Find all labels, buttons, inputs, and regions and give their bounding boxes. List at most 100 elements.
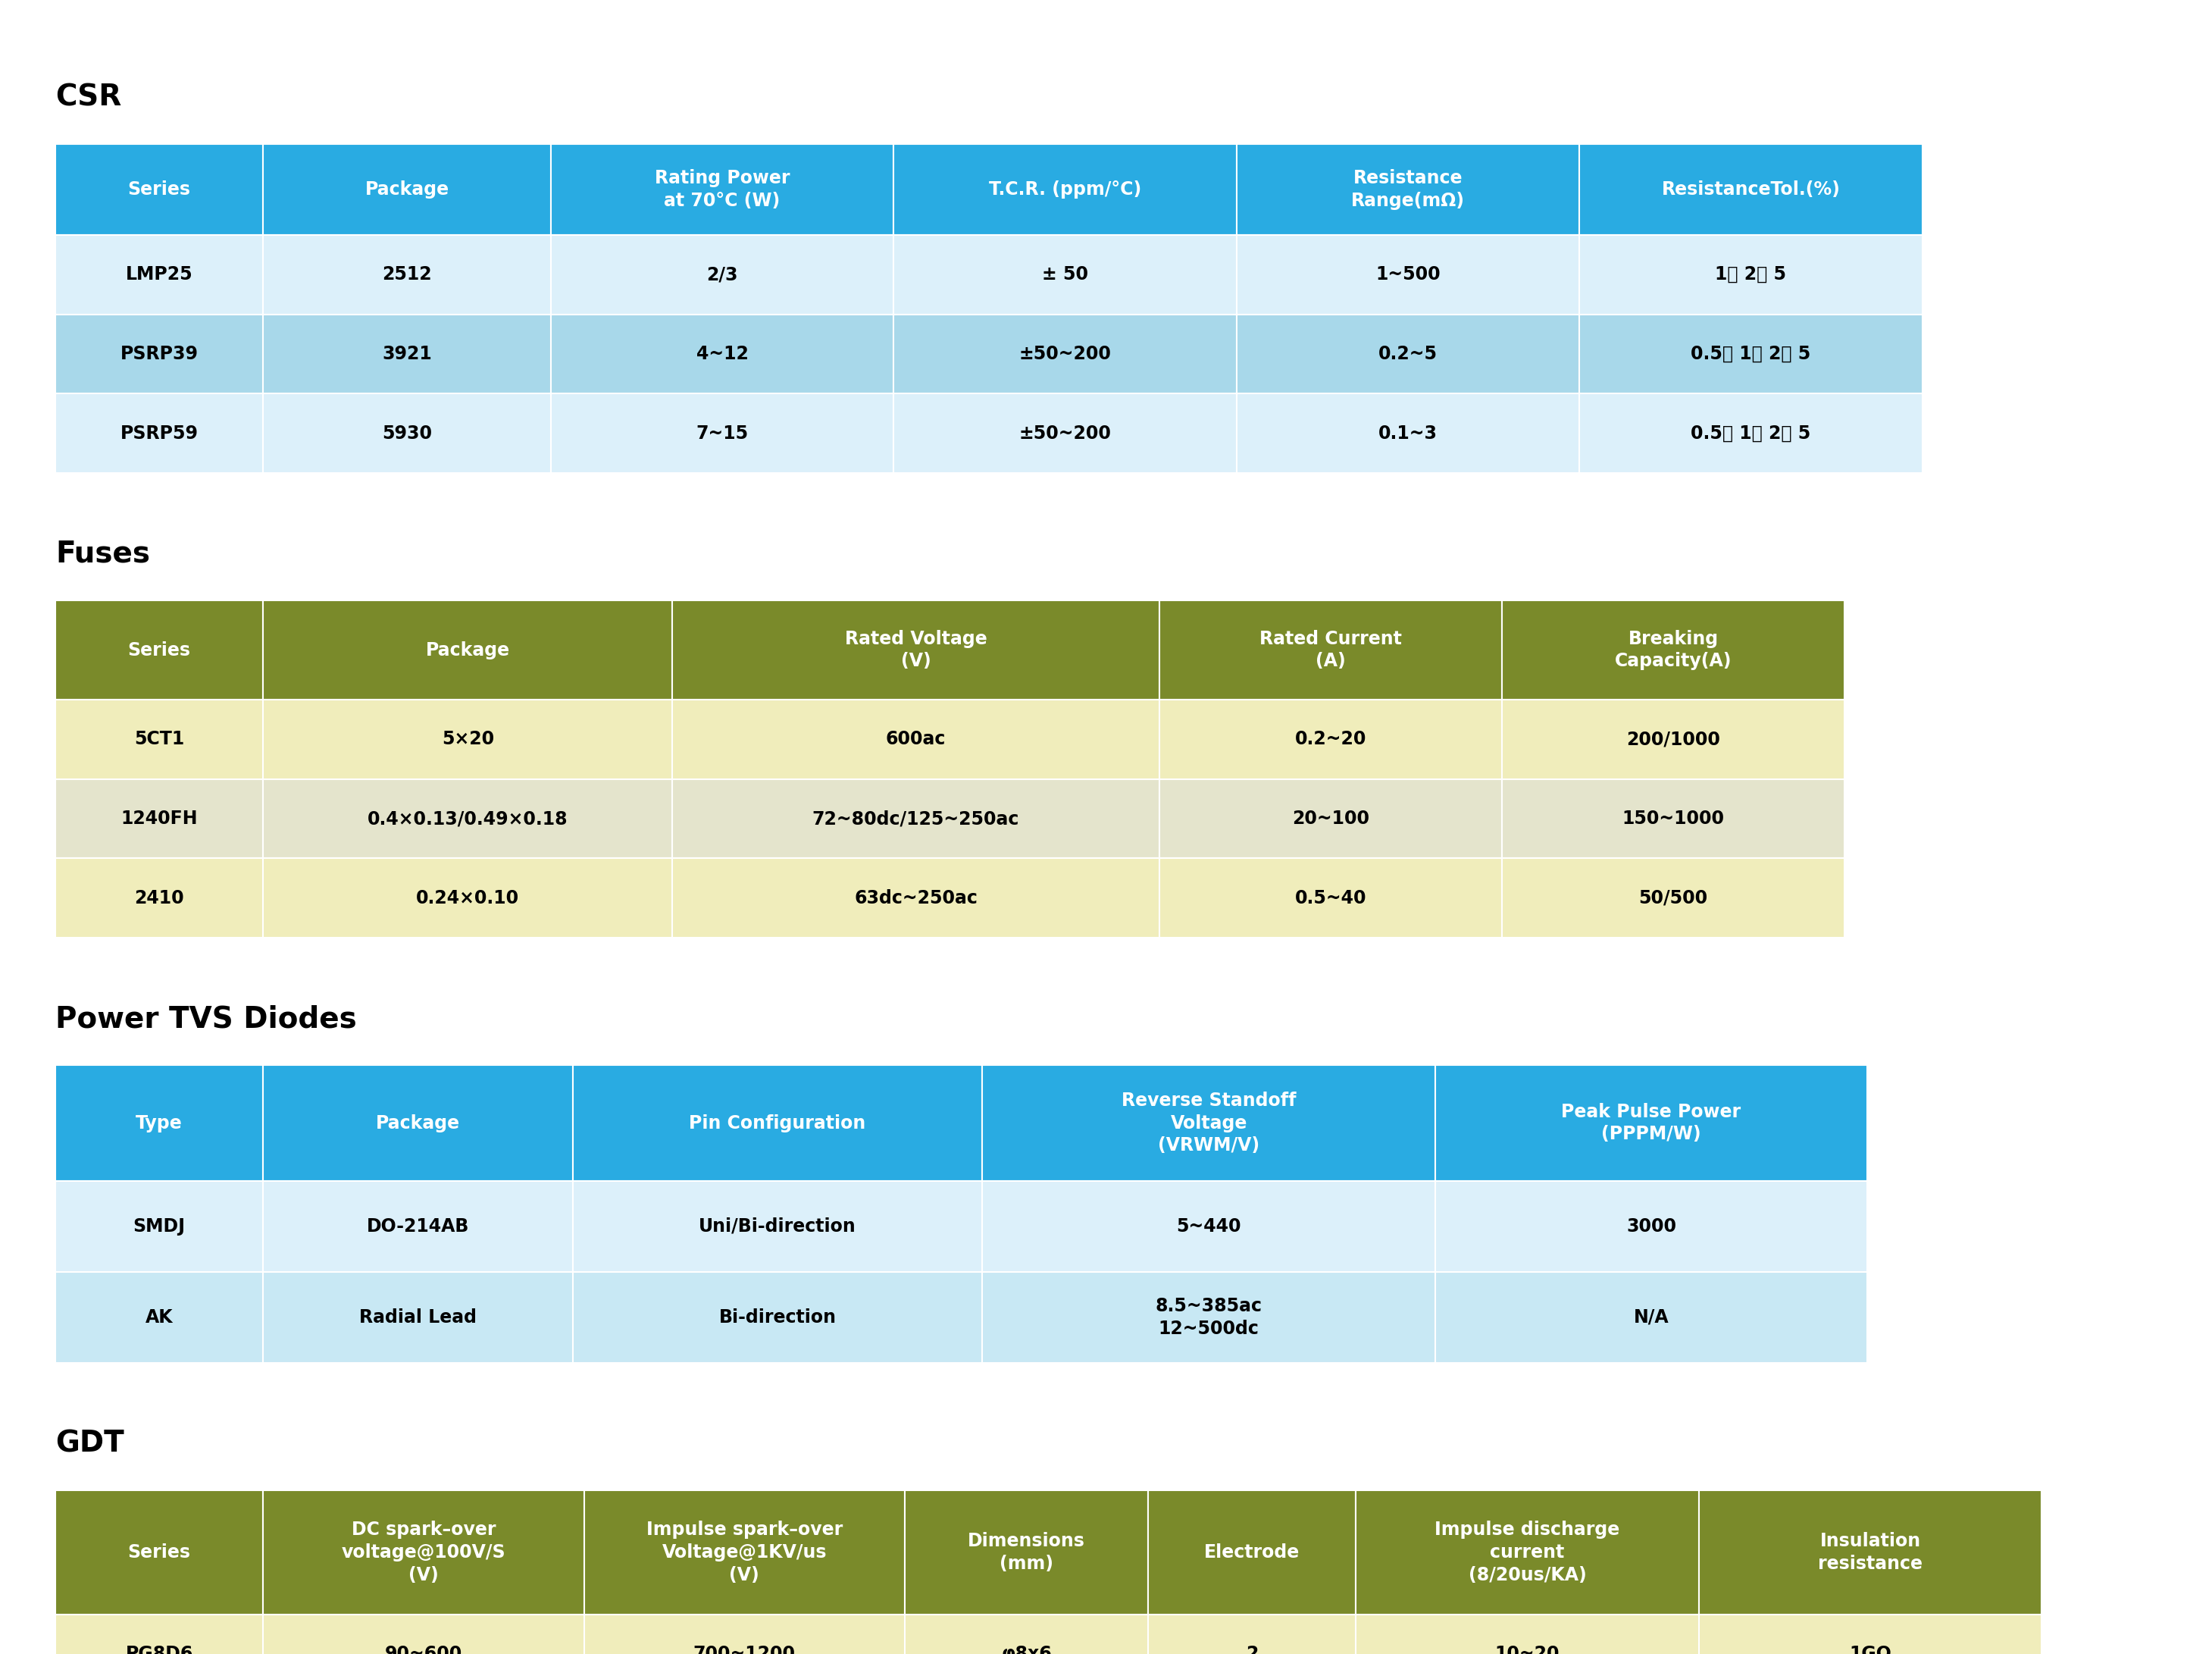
Text: 0.1~3: 0.1~3 <box>1378 425 1438 442</box>
Bar <box>263 1181 573 1272</box>
Text: Series: Series <box>128 642 190 658</box>
Bar <box>55 394 263 473</box>
Text: Impulse spark–over
Voltage@1KV/us
(V): Impulse spark–over Voltage@1KV/us (V) <box>646 1520 843 1585</box>
Text: Series: Series <box>128 180 190 198</box>
Bar <box>1436 1181 1867 1272</box>
Text: Series: Series <box>128 1543 190 1561</box>
Text: ±50~200: ±50~200 <box>1020 425 1110 442</box>
Text: 1~500: 1~500 <box>1376 266 1440 283</box>
Text: 72~80dc/125~250ac: 72~80dc/125~250ac <box>812 810 1020 827</box>
Bar <box>905 1614 1148 1654</box>
Text: 5CT1: 5CT1 <box>135 731 184 748</box>
Text: 2/3: 2/3 <box>706 266 739 283</box>
Bar <box>263 235 551 314</box>
Text: 5930: 5930 <box>383 425 431 442</box>
Bar <box>55 779 263 858</box>
Text: 5×20: 5×20 <box>442 731 493 748</box>
Bar <box>1159 700 1502 779</box>
Text: 10~20: 10~20 <box>1495 1646 1559 1654</box>
Bar <box>263 858 672 938</box>
Text: Breaking
Capacity(A): Breaking Capacity(A) <box>1615 630 1732 670</box>
Text: Uni/Bi-direction: Uni/Bi-direction <box>699 1217 856 1236</box>
Bar <box>1436 1272 1867 1363</box>
Text: Package: Package <box>425 642 511 658</box>
Text: 4~12: 4~12 <box>697 346 748 362</box>
Text: PG8D6: PG8D6 <box>126 1646 192 1654</box>
Text: 0.5、 1、 2、 5: 0.5、 1、 2、 5 <box>1690 425 1812 442</box>
Bar <box>894 394 1237 473</box>
Text: Rated Voltage
(V): Rated Voltage (V) <box>845 630 987 670</box>
Bar <box>263 1614 584 1654</box>
Text: 2410: 2410 <box>135 890 184 906</box>
Bar <box>672 858 1159 938</box>
Text: 20~100: 20~100 <box>1292 810 1369 827</box>
Text: 0.2~5: 0.2~5 <box>1378 346 1438 362</box>
Text: ± 50: ± 50 <box>1042 266 1088 283</box>
Text: T.C.R. (ppm/°C): T.C.R. (ppm/°C) <box>989 180 1141 198</box>
Bar <box>263 314 551 394</box>
Bar <box>672 700 1159 779</box>
Bar <box>1356 1614 1699 1654</box>
Bar <box>551 144 894 235</box>
Text: 1、 2、 5: 1、 2、 5 <box>1714 266 1787 283</box>
Text: CSR: CSR <box>55 83 122 112</box>
Text: Peak Pulse Power
(PPPM/W): Peak Pulse Power (PPPM/W) <box>1562 1103 1741 1143</box>
Bar <box>1159 858 1502 938</box>
Bar <box>551 235 894 314</box>
Bar <box>1237 314 1579 394</box>
Text: DC spark–over
voltage@100V/S
(V): DC spark–over voltage@100V/S (V) <box>341 1520 507 1585</box>
Bar <box>55 144 263 235</box>
Text: Power TVS Diodes: Power TVS Diodes <box>55 1004 356 1034</box>
Bar <box>55 314 263 394</box>
Bar <box>905 1490 1148 1614</box>
Bar <box>1436 1065 1867 1181</box>
Bar <box>584 1614 905 1654</box>
Bar <box>1159 779 1502 858</box>
Text: 5~440: 5~440 <box>1177 1217 1241 1236</box>
Bar <box>263 779 672 858</box>
Text: 200/1000: 200/1000 <box>1626 731 1721 748</box>
Text: 0.5~40: 0.5~40 <box>1294 890 1367 906</box>
Text: 0.5、 1、 2、 5: 0.5、 1、 2、 5 <box>1690 346 1812 362</box>
Text: PSRP39: PSRP39 <box>119 346 199 362</box>
Bar <box>263 1490 584 1614</box>
Bar <box>1237 144 1579 235</box>
Bar <box>1148 1490 1356 1614</box>
Text: ResistanceTol.(%): ResistanceTol.(%) <box>1661 180 1840 198</box>
Text: 2: 2 <box>1245 1646 1259 1654</box>
Bar <box>551 314 894 394</box>
Bar <box>982 1272 1436 1363</box>
Text: 0.24×0.10: 0.24×0.10 <box>416 890 520 906</box>
Text: ±50~200: ±50~200 <box>1020 346 1110 362</box>
Bar <box>982 1065 1436 1181</box>
Bar <box>1237 235 1579 314</box>
Bar <box>1237 394 1579 473</box>
Bar <box>584 1490 905 1614</box>
Bar <box>1502 858 1845 938</box>
Text: 1GΩ: 1GΩ <box>1849 1646 1891 1654</box>
Bar <box>1579 314 1922 394</box>
Text: PSRP59: PSRP59 <box>119 425 199 442</box>
Bar <box>263 144 551 235</box>
Bar <box>894 144 1237 235</box>
Text: 1240FH: 1240FH <box>122 810 197 827</box>
Bar <box>1502 779 1845 858</box>
Text: Impulse discharge
current
(8/20us/KA): Impulse discharge current (8/20us/KA) <box>1436 1520 1619 1585</box>
Text: 0.2~20: 0.2~20 <box>1294 731 1367 748</box>
Text: AK: AK <box>146 1308 173 1327</box>
Bar <box>573 1272 982 1363</box>
Text: DO-214AB: DO-214AB <box>367 1217 469 1236</box>
Text: 90~600: 90~600 <box>385 1646 462 1654</box>
Text: 600ac: 600ac <box>885 731 947 748</box>
Bar <box>55 1181 263 1272</box>
Bar <box>672 600 1159 700</box>
Text: SMDJ: SMDJ <box>133 1217 186 1236</box>
Bar <box>55 858 263 938</box>
Bar <box>55 1065 263 1181</box>
Bar <box>55 235 263 314</box>
Text: 3000: 3000 <box>1626 1217 1677 1236</box>
Bar <box>263 600 672 700</box>
Bar <box>1699 1614 2042 1654</box>
Text: Bi-direction: Bi-direction <box>719 1308 836 1327</box>
Text: Electrode: Electrode <box>1203 1543 1301 1561</box>
